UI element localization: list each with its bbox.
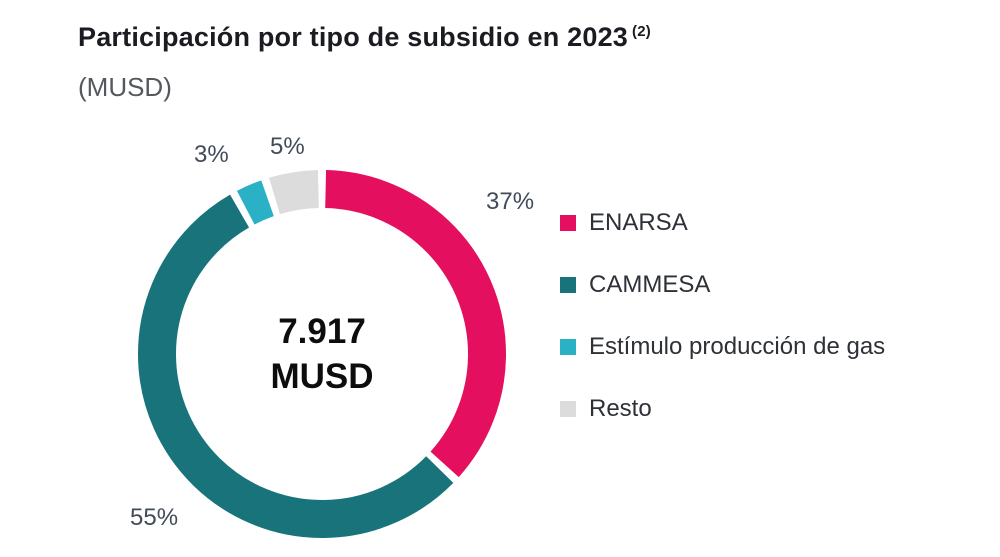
chart-title-footnote: (2)	[632, 23, 651, 40]
legend-swatch-enarsa	[560, 215, 576, 231]
pct-label-resto: 5%	[270, 133, 305, 160]
chart-title-text: Participación por tipo de subsidio en 20…	[78, 22, 629, 52]
legend-swatch-estimulo	[560, 339, 576, 355]
donut-slice-est-mulo-producci-n-de-gas	[138, 170, 506, 538]
chart-subtitle: (MUSD)	[78, 72, 172, 102]
pct-label-enarsa: 37%	[486, 188, 535, 215]
legend-item-resto: Resto	[560, 395, 885, 422]
legend-item-cammesa: CAMMESA	[560, 271, 885, 298]
legend-label-cammesa: CAMMESA	[589, 271, 711, 298]
donut-slice-resto	[138, 170, 506, 538]
donut-chart-container	[138, 170, 506, 538]
pct-label-cammesa: 55%	[130, 504, 179, 531]
legend-item-enarsa: ENARSA	[560, 209, 885, 236]
legend-swatch-resto	[560, 401, 576, 417]
chart-title: Participación por tipo de subsidio en 20…	[78, 22, 651, 53]
legend-label-estimulo: Estímulo producción de gas	[589, 333, 886, 360]
legend-item-estimulo: Estímulo producción de gas	[560, 333, 886, 360]
legend-label-enarsa: ENARSA	[589, 209, 688, 236]
legend: ENARSA CAMMESA Estímulo producción de ga…	[560, 209, 886, 458]
pct-label-estimulo: 3%	[194, 141, 229, 168]
legend-label-resto: Resto	[589, 395, 652, 422]
legend-swatch-cammesa	[560, 277, 576, 293]
donut-slice-cammesa	[138, 170, 506, 538]
donut-chart	[138, 170, 506, 538]
donut-slice-enarsa	[138, 170, 506, 538]
